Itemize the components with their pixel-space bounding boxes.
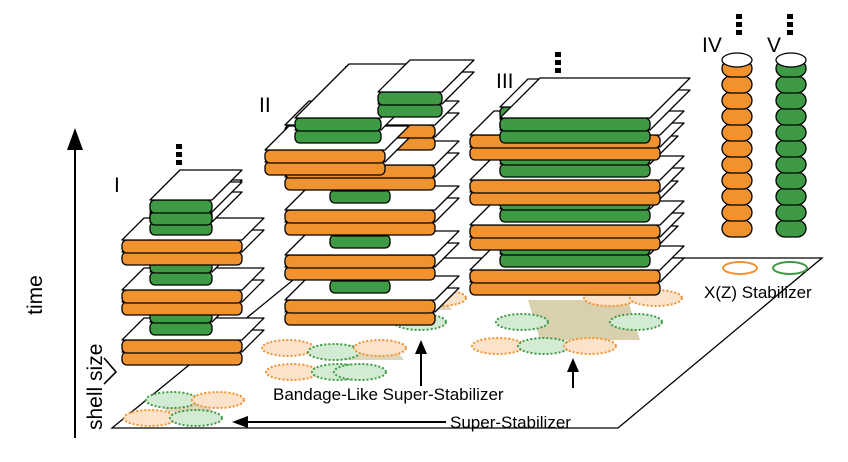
time-axis-label: time [24, 275, 47, 315]
shell-side [149, 211, 213, 226]
pillar-iv [721, 52, 753, 238]
pillar-shell [775, 123, 807, 142]
stack-label-i: I [114, 174, 120, 197]
shell-size-label: shell size [84, 344, 107, 430]
shell-side [329, 234, 391, 249]
pillar-shell [775, 155, 807, 174]
shell-side [121, 351, 243, 366]
shell-size-bracket [103, 357, 118, 385]
shell-side [469, 179, 661, 194]
shell-side [469, 281, 661, 296]
shell-side [499, 253, 651, 268]
shell-side [469, 191, 661, 206]
shell-side [377, 103, 443, 118]
pillar-shell [775, 203, 807, 222]
pillar-shell [775, 139, 807, 158]
pillar-shell [721, 91, 753, 110]
ellipsis-dots-iv [736, 14, 742, 35]
shell-side [284, 209, 436, 224]
bandage-arrows [415, 340, 579, 388]
legend-label: X(Z) Stabilizer [704, 283, 812, 302]
shell-side [469, 236, 661, 251]
stack-i [121, 169, 265, 366]
shell-side [284, 311, 436, 326]
super-arrow [232, 416, 446, 428]
x-stabilizer-icon [191, 391, 245, 409]
z-shell-top [499, 77, 691, 144]
z-shell-top [149, 169, 243, 226]
shell-side [469, 269, 661, 284]
stack-label-v: V [767, 34, 781, 57]
pillar-shell [721, 171, 753, 190]
shell-side [121, 239, 243, 254]
pillar-shell [775, 75, 807, 94]
stack-label-iv: IV [702, 34, 722, 57]
shell-side [284, 254, 436, 269]
shell-side [284, 221, 436, 236]
ground-group-i [123, 391, 245, 427]
shell-side [149, 199, 213, 214]
shell-side [284, 176, 436, 191]
shell-side [121, 289, 243, 304]
time-axis [67, 128, 83, 438]
stack-label-iii: III [496, 70, 514, 93]
super-label: Super-Stabilizer [450, 413, 571, 432]
pillar-shell [721, 75, 753, 94]
shell-side [469, 146, 661, 161]
pillar-shell [721, 139, 753, 158]
shell-side [121, 339, 243, 354]
stack-ii [264, 59, 475, 326]
pillar-shell [721, 203, 753, 222]
shell-side [329, 279, 391, 294]
pillar-shell [721, 107, 753, 126]
shell-side [149, 271, 213, 286]
stack-label-ii: II [259, 94, 271, 117]
stack-iii [469, 77, 691, 296]
pillar-top [721, 52, 753, 68]
ellipsis-dots-iii [555, 52, 561, 73]
shell-side [499, 117, 651, 132]
shell-top [377, 59, 475, 93]
pillar-shell [721, 155, 753, 174]
z-stabilizer-icon [772, 261, 808, 275]
shell-side [294, 117, 382, 132]
x-shell-level [284, 230, 460, 281]
pillar-shell [775, 171, 807, 190]
pillar-shell [721, 187, 753, 206]
z-stabilizer-icon [169, 409, 223, 427]
shell-side [469, 224, 661, 239]
shell-top [149, 169, 243, 201]
pillar-top [775, 52, 807, 68]
z-stabilizer-icon [145, 391, 199, 409]
pillar-shell [721, 123, 753, 142]
pillar-shell [775, 91, 807, 110]
pillar-shell [721, 219, 753, 238]
x-stabilizer-icon [123, 409, 177, 427]
shell-side [284, 299, 436, 314]
shell-side [264, 149, 386, 164]
shell-top [499, 77, 691, 119]
shell-side [284, 266, 436, 281]
x-stabilizer-icon [722, 261, 758, 275]
pillar-shell [775, 107, 807, 126]
shell-side [149, 321, 213, 336]
pillar-shell [775, 187, 807, 206]
pillar-v [775, 52, 807, 238]
ellipsis-dots-v [787, 14, 793, 35]
bandage-label: Bandage-Like Super-Stabilizer [273, 385, 504, 404]
ellipsis-dots-i [176, 144, 182, 165]
shell-side [121, 301, 243, 316]
shell-side [329, 189, 391, 204]
shell-side [499, 129, 651, 144]
shell-side [264, 161, 386, 176]
z-shell-top-right [377, 59, 475, 118]
shell-side [294, 129, 382, 144]
shell-side [121, 251, 243, 266]
shell-side [499, 208, 651, 223]
pillar-shell [775, 219, 807, 238]
shell-side [499, 163, 651, 178]
shell-side [377, 91, 443, 106]
